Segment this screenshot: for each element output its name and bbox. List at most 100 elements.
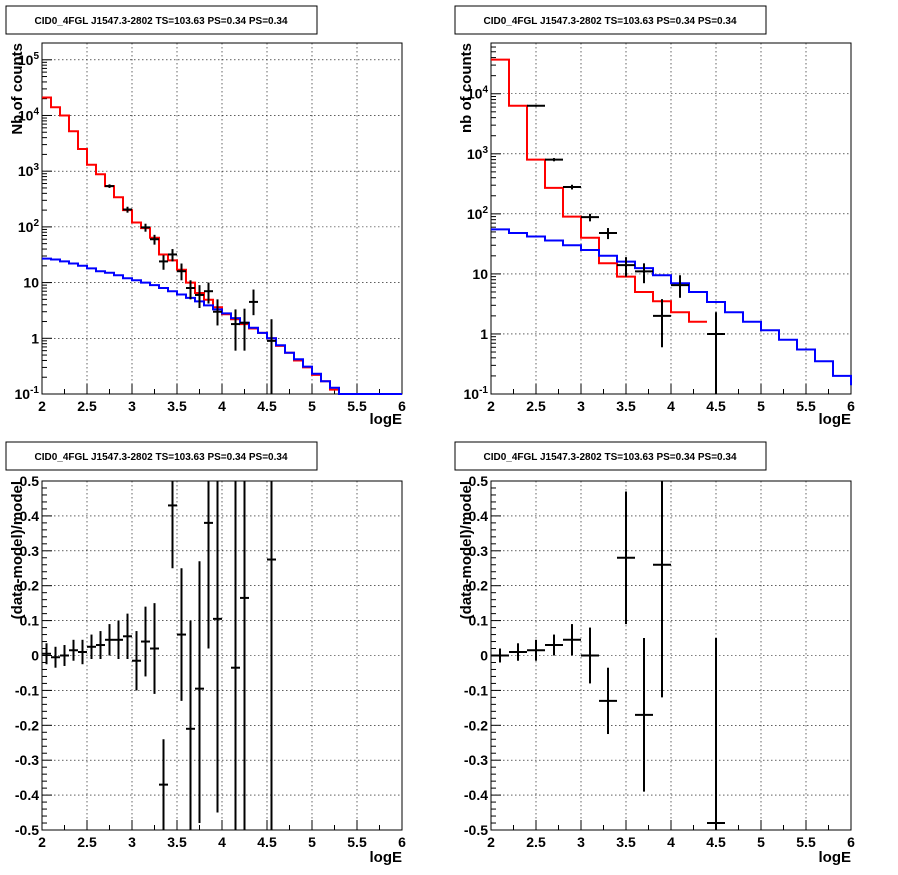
y-tick-exponent: -1 (479, 385, 488, 396)
data-point (231, 481, 240, 830)
data-point (159, 255, 168, 270)
y-tick-label: -0.3 (464, 752, 488, 768)
data-point (581, 627, 599, 684)
data-point (69, 639, 78, 661)
y-axis-label: (data-model)/model (9, 481, 26, 619)
data-point (249, 289, 258, 316)
x-tick-label: 3.5 (167, 834, 187, 850)
data-point (114, 620, 123, 659)
x-tick-label: 2.5 (77, 398, 97, 414)
y-tick-label: 0.2 (469, 578, 489, 594)
data-point (87, 634, 96, 659)
data-point (563, 184, 581, 190)
y-tick-label: 1 (31, 330, 39, 346)
x-tick-label: 2 (487, 398, 495, 414)
x-tick-label: 3.5 (167, 398, 187, 414)
y-tick-label: 10-1 (15, 385, 40, 402)
y-tick-exponent: 4 (33, 106, 39, 117)
x-tick-label: 6 (847, 398, 855, 414)
y-tick-label: -0.1 (15, 682, 39, 698)
data-point (509, 643, 527, 661)
x-tick-label: 6 (398, 834, 406, 850)
chart-title: CID0_4FGL J1547.3-2802 TS=103.63 PS=0.34… (483, 452, 736, 463)
x-axis-label: logE (819, 411, 852, 428)
x-tick-label: 4.5 (706, 834, 726, 850)
x-tick-label: 3 (577, 398, 585, 414)
chart-title: CID0_4FGL J1547.3-2802 TS=103.63 PS=0.34… (34, 16, 287, 27)
y-tick-label: 0.4 (20, 508, 40, 524)
data-point (177, 263, 186, 281)
x-tick-label: 5.5 (796, 834, 816, 850)
data-point (150, 603, 159, 694)
data-point (186, 620, 195, 830)
data-point (105, 624, 114, 656)
data-point (599, 228, 617, 240)
data-point (240, 308, 249, 351)
data-point (177, 568, 186, 701)
x-tick-label: 2.5 (526, 398, 546, 414)
y-tick-label: 0.5 (469, 473, 489, 489)
y-tick-label: 1 (480, 326, 488, 342)
x-tick-label: 3 (128, 398, 136, 414)
data-point (204, 481, 213, 649)
data-point (599, 667, 617, 735)
y-axis-label: Nb of counts (9, 43, 26, 135)
y-tick-label: -0.2 (15, 717, 39, 733)
data-point (653, 299, 671, 348)
data-point (60, 645, 69, 666)
y-tick-exponent: 5 (33, 51, 39, 62)
x-tick-label: 2 (38, 398, 46, 414)
data-point (267, 319, 276, 394)
data-point (159, 739, 168, 830)
data-point (213, 481, 222, 813)
y-tick-label: 10 (472, 266, 488, 282)
data-point (168, 249, 177, 262)
data-point (213, 299, 222, 326)
title-box (5, 5, 318, 35)
data-point (78, 639, 87, 665)
panel-bottom-right: CID0_4FGL J1547.3-2802 TS=103.63 PS=0.34… (454, 441, 855, 866)
x-tick-label: 3.5 (616, 398, 636, 414)
y-tick-label: 10-1 (464, 385, 489, 402)
data-point (707, 312, 725, 394)
y-tick-label: 0.3 (469, 543, 489, 559)
y-tick-label: -0.2 (464, 717, 488, 733)
x-tick-label: 2 (38, 834, 46, 850)
x-tick-label: 4 (218, 834, 226, 850)
panel-bottom-left: CID0_4FGL J1547.3-2802 TS=103.63 PS=0.34… (5, 441, 406, 866)
y-tick-label: -0.5 (464, 822, 488, 838)
x-tick-label: 5 (308, 398, 316, 414)
x-tick-label: 2 (487, 834, 495, 850)
x-tick-label: 3.5 (616, 834, 636, 850)
plot-area: 2 2.5 3 3.5 4 4.5 5 5.5 6 -0.5 -0.4 -0.3 -0.2 -0.1 0 0.… (15, 473, 406, 850)
x-tick-label: 4 (667, 834, 675, 850)
x-tick-label: 4 (667, 398, 675, 414)
data-point (141, 606, 150, 677)
x-tick-label: 5.5 (347, 398, 367, 414)
x-tick-label: 5 (757, 834, 765, 850)
y-tick-label: 0.4 (469, 508, 489, 524)
data-point (581, 213, 599, 222)
data-point (195, 285, 204, 308)
y-tick-label: 102 (18, 218, 40, 235)
y-axis-label: nb of counts (458, 43, 475, 133)
x-tick-label: 6 (847, 834, 855, 850)
data-point (240, 481, 249, 830)
data-point (527, 639, 545, 661)
data-point (42, 643, 51, 665)
chart-title: CID0_4FGL J1547.3-2802 TS=103.63 PS=0.34… (483, 16, 736, 27)
y-tick-label: 0 (31, 648, 39, 664)
data-point (635, 638, 653, 792)
data-point (132, 631, 141, 691)
y-tick-label: 103 (18, 162, 40, 179)
x-axis-label: logE (370, 849, 403, 866)
title-box (454, 5, 767, 35)
data-point (267, 481, 276, 830)
y-axis-label: (data-model)/model (458, 481, 475, 619)
data-point (545, 634, 563, 656)
x-tick-label: 3 (577, 834, 585, 850)
data-point (707, 638, 725, 830)
data-point (168, 481, 177, 569)
y-tick-exponent: 2 (33, 218, 39, 229)
